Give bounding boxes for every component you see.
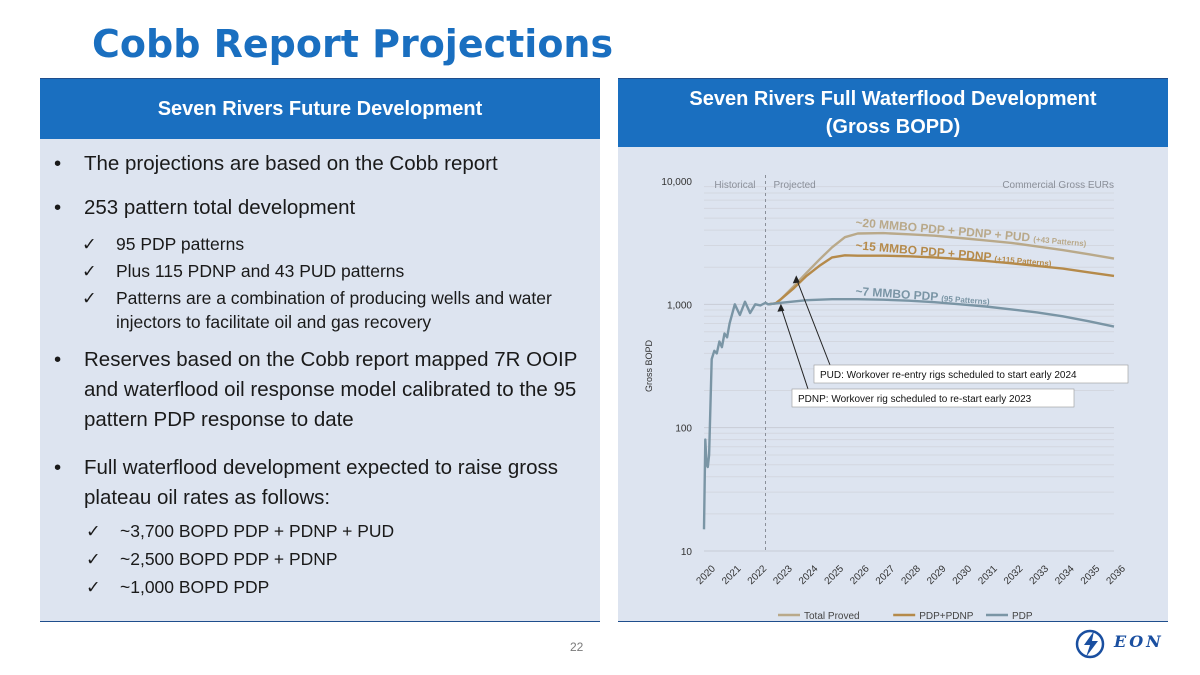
slide-title: Cobb Report Projections <box>92 22 614 66</box>
legend-label: Total Proved <box>804 611 860 619</box>
commercial-eur-label: Commercial Gross EURs <box>1002 180 1114 191</box>
x-tick-label: 2028 <box>899 563 923 587</box>
waterflood-chart-panel: Seven Rivers Full Waterflood Development… <box>618 78 1168 622</box>
series-line-total-proved <box>767 231 1115 306</box>
annotation-main-text: ~7 MMBO PDP <box>855 284 942 304</box>
callout-text: PUD: Workover re-entry rigs scheduled to… <box>820 370 1077 381</box>
callout-arrowhead-icon <box>777 303 785 312</box>
annotation-main-text: ~15 MMBO PDP + PDNP <box>855 238 995 264</box>
checkmark-icon: ✓ <box>86 521 101 541</box>
logo-text: EON <box>1114 632 1164 651</box>
x-tick-label: 2034 <box>1053 563 1077 587</box>
chart-header-line1: Seven Rivers Full Waterflood Development <box>689 88 1097 110</box>
x-tick-label: 2033 <box>1028 563 1052 587</box>
x-tick-label: 2027 <box>874 563 898 587</box>
legend-label: PDP+PDNP <box>919 611 974 619</box>
checkmark-icon: ✓ <box>82 288 97 308</box>
bullet-text: Reserves based on the Cobb report mapped… <box>84 348 578 431</box>
x-tick-label: 2022 <box>746 563 770 587</box>
chart-panel-header: Seven Rivers Full Waterflood Development… <box>618 79 1168 147</box>
bullet-text: The projections are based on the Cobb re… <box>84 152 498 175</box>
bullet-dot-icon: • <box>54 456 62 479</box>
x-tick-label: 2026 <box>848 563 872 587</box>
bullet-text: 253 pattern total development <box>84 196 356 219</box>
series-annotation: ~7 MMBO PDP (95 Patterns) <box>855 284 991 307</box>
y-tick-label: 10 <box>681 547 693 558</box>
y-tick-label: 1,000 <box>667 300 692 311</box>
bullet-dot-icon: • <box>54 196 62 219</box>
callout-box <box>813 364 1129 384</box>
annotation-pattern-text: (95 Patterns) <box>941 294 990 306</box>
chart-header-line2: (Gross BOPD) <box>825 116 961 138</box>
sub-bullet-text: Plus 115 PDNP and 43 PUD patterns <box>116 261 405 281</box>
y-tick-label: 10,000 <box>661 177 692 188</box>
bullet-dot-icon: • <box>54 152 62 175</box>
historical-label: Historical <box>714 180 755 191</box>
legend-label: PDP <box>1012 611 1033 619</box>
eon-logo-icon <box>1075 629 1105 659</box>
page-number: 22 <box>570 640 584 654</box>
bullet-dot-icon: • <box>54 348 62 371</box>
callout-box <box>791 388 1075 408</box>
projected-label: Projected <box>774 180 816 191</box>
x-tick-label: 2023 <box>771 563 795 587</box>
x-tick-label: 2032 <box>1002 563 1026 587</box>
y-tick-label: 100 <box>675 424 692 435</box>
annotation-pattern-text: (+115 Patterns) <box>994 254 1052 268</box>
callout-arrow-line <box>795 278 831 366</box>
checkmark-icon: ✓ <box>86 577 101 597</box>
x-tick-label: 2020 <box>694 563 718 587</box>
callout-arrow-line <box>780 306 809 390</box>
bullet-text: Full waterflood development expected to … <box>84 456 559 509</box>
sub-bullet-text: ~3,700 BOPD PDP + PDNP + PUD <box>120 521 395 541</box>
series-line-pdp <box>702 297 1115 530</box>
series-line-pdp-pdnp <box>767 254 1115 306</box>
callout-text: PDNP: Workover rig scheduled to re-start… <box>798 394 1032 405</box>
future-development-panel: Seven Rivers Future Development • The pr… <box>40 78 600 622</box>
x-tick-label: 2035 <box>1079 563 1103 587</box>
y-axis-label: Gross BOPD <box>644 339 654 392</box>
sub-bullet-text: ~1,000 BOPD PDP <box>120 577 270 597</box>
checkmark-icon: ✓ <box>82 234 97 254</box>
checkmark-icon: ✓ <box>86 549 101 569</box>
x-tick-label: 2031 <box>976 563 1000 587</box>
callout-arrowhead-icon <box>792 275 800 284</box>
sub-bullet-text: 95 PDP patterns <box>116 234 245 254</box>
x-tick-label: 2030 <box>951 563 975 587</box>
checkmark-icon: ✓ <box>82 261 97 281</box>
x-tick-label: 2025 <box>823 563 847 587</box>
x-tick-label: 2021 <box>720 563 744 587</box>
x-tick-label: 2029 <box>925 563 949 587</box>
sub-bullet-text: Patterns are a combination of producing … <box>116 288 552 332</box>
x-tick-label: 2024 <box>797 563 821 587</box>
future-development-header: Seven Rivers Future Development <box>40 79 600 139</box>
sub-bullet-text: ~2,500 BOPD PDP + PDNP <box>120 549 338 569</box>
x-tick-label: 2036 <box>1104 563 1128 587</box>
